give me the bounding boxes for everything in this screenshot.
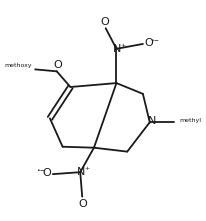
Text: O: O <box>79 198 88 208</box>
Text: methoxy: methoxy <box>0 220 1 221</box>
Text: O: O <box>43 168 51 178</box>
Text: O: O <box>53 61 62 70</box>
Text: O: O <box>144 38 153 48</box>
Text: N: N <box>113 44 122 54</box>
Text: +: + <box>120 43 125 48</box>
Text: methyl: methyl <box>179 118 201 123</box>
Text: O: O <box>100 17 109 27</box>
Text: N: N <box>77 167 85 177</box>
Text: +: + <box>84 166 89 171</box>
Text: •−: •− <box>36 168 45 173</box>
Text: N: N <box>147 116 156 126</box>
Text: methoxy: methoxy <box>4 63 32 68</box>
Text: •−: •− <box>150 38 159 42</box>
